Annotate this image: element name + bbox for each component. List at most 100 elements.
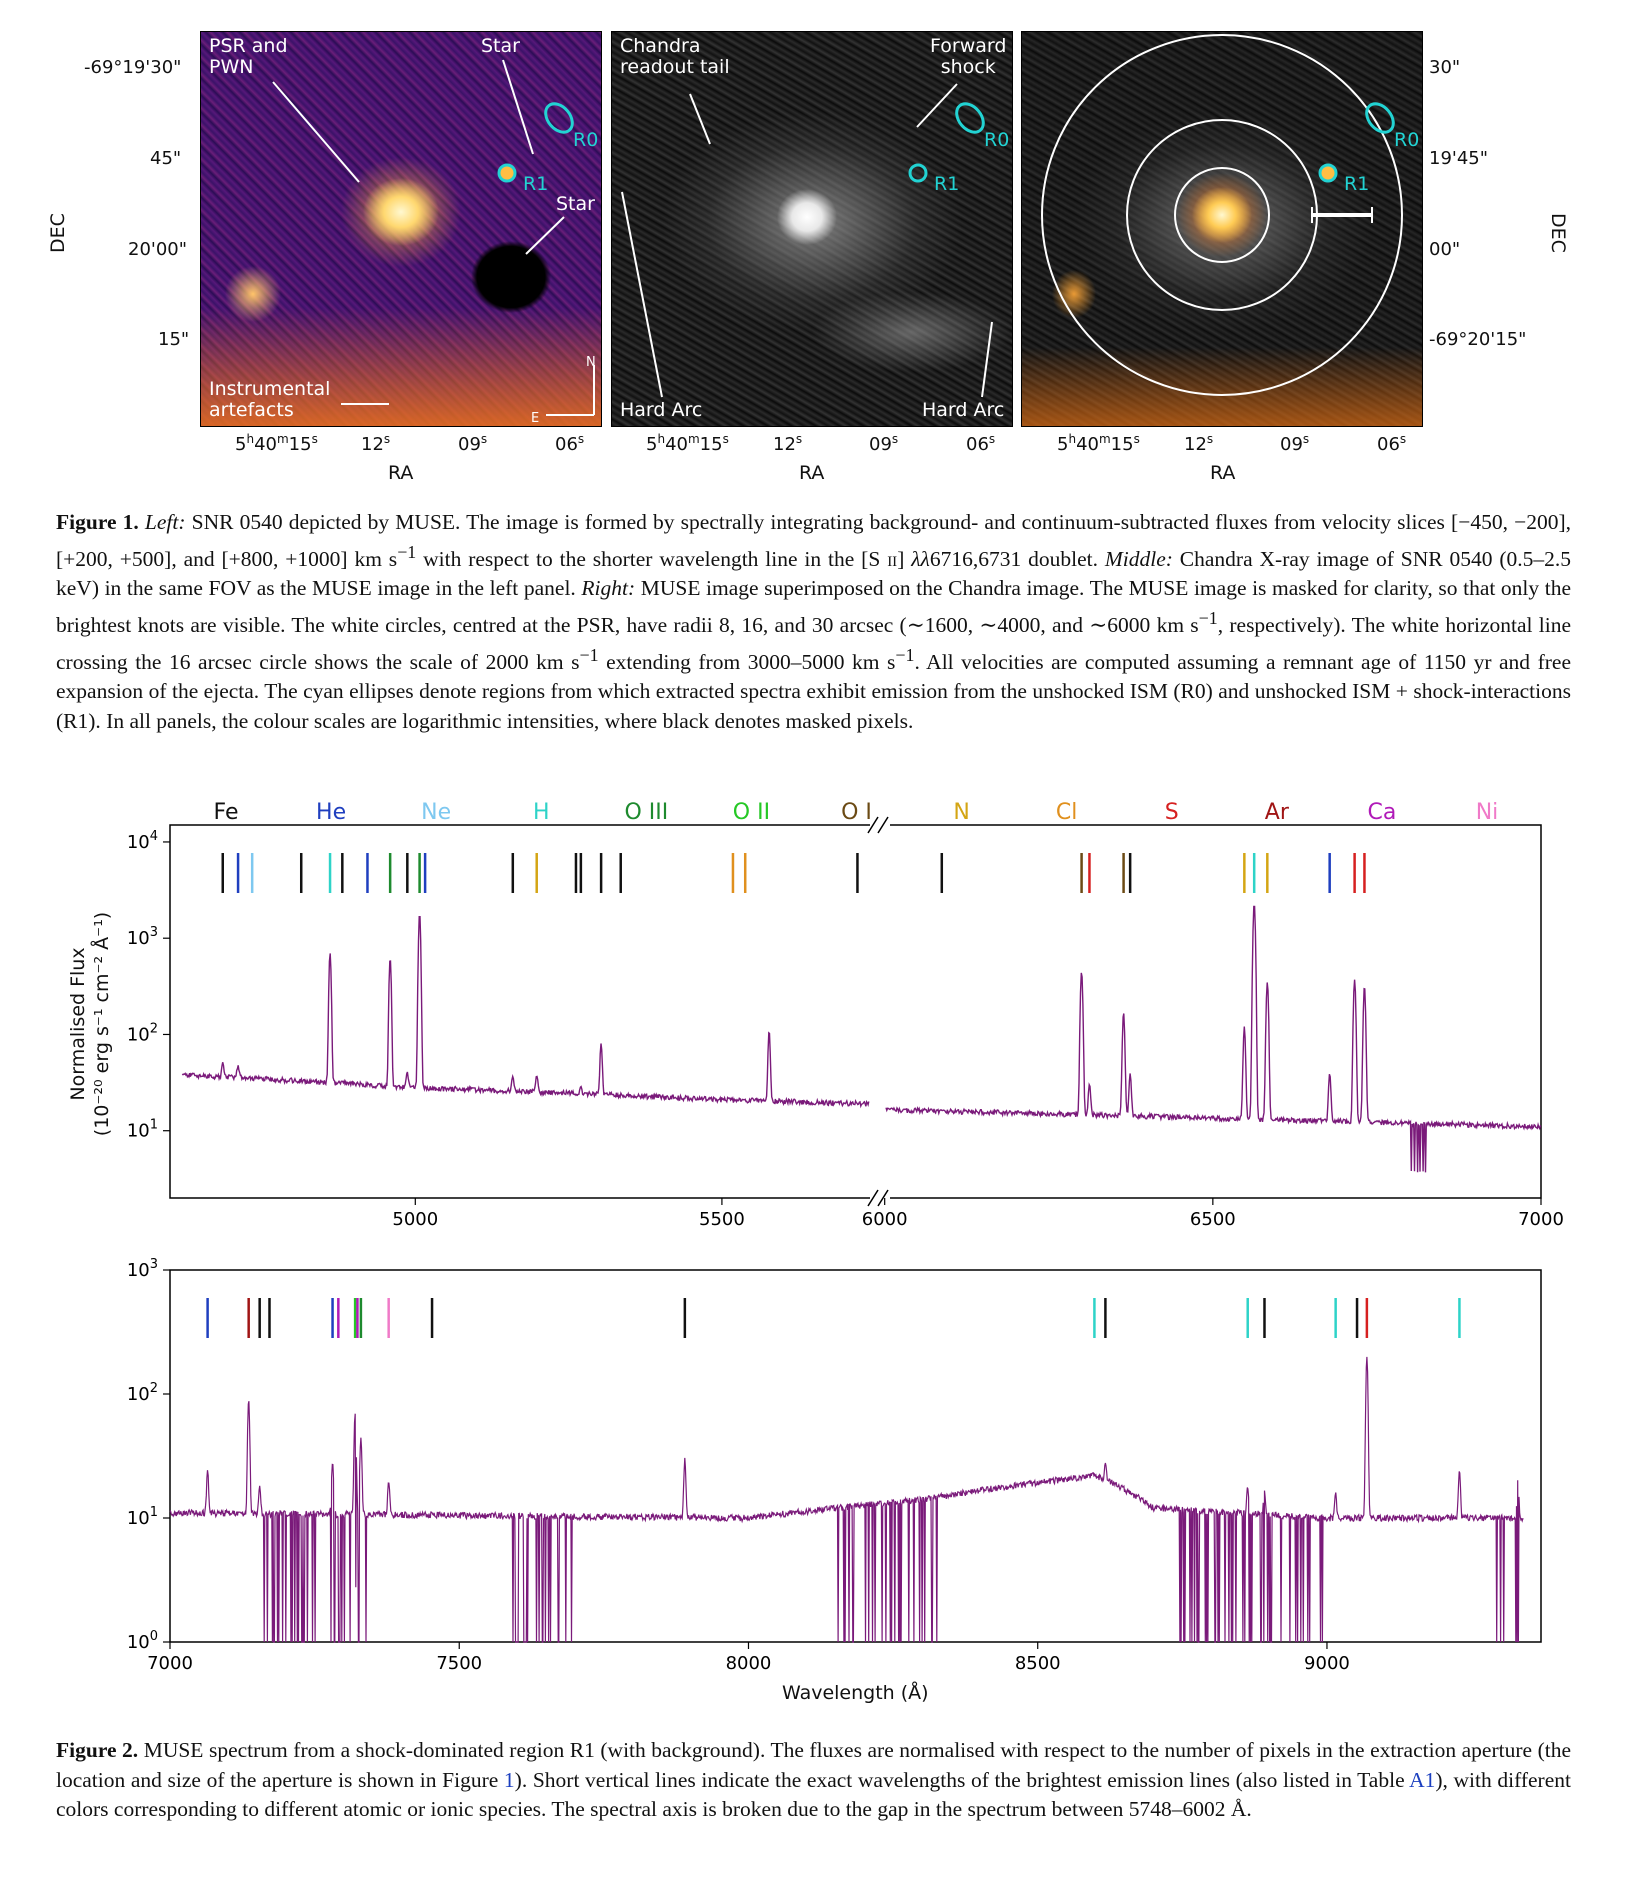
instr-label-line2: artefacts bbox=[209, 399, 294, 421]
arrow-forward-shock bbox=[916, 83, 958, 128]
x-tick-label: 5500 bbox=[699, 1209, 745, 1230]
muse-image-panel: PSR and PWN Star Star R0 R1 Instrumental… bbox=[200, 31, 602, 427]
spectrum-chart: 101 102 103 104 5000 5500 6000 6500 7000 Fe He Ne H O… bbox=[127, 800, 1564, 1674]
x-tick-label: 7000 bbox=[1518, 1209, 1564, 1230]
r0-ellipse-mid bbox=[955, 102, 985, 134]
compass-e: E bbox=[531, 411, 540, 426]
species-label-ni: Ni bbox=[1476, 800, 1499, 825]
figure-2-caption: Figure 2. MUSE spectrum from a shock-dom… bbox=[56, 1736, 1571, 1825]
species-label-ar: Ar bbox=[1265, 800, 1290, 825]
axis-break-mark bbox=[877, 1189, 889, 1207]
compass-n: N bbox=[586, 355, 596, 370]
caption-lambda: λλ bbox=[911, 546, 930, 571]
circle-8-arcsec bbox=[1174, 167, 1270, 263]
top-plot-frame bbox=[169, 824, 1542, 1199]
r1-ellipse-mid bbox=[908, 163, 928, 183]
figure-2-label: Figure 2. bbox=[56, 1738, 139, 1762]
r0-label-right: R0 bbox=[1394, 129, 1420, 151]
caption-right-head: Right: bbox=[581, 576, 636, 601]
panel-left-overlay bbox=[272, 59, 595, 416]
ra-axis-label-left: RA bbox=[388, 462, 414, 484]
r0-label: R0 bbox=[573, 129, 599, 151]
ra-tick: 5h40m15s bbox=[235, 432, 318, 455]
overlay-image-panel: R0 R1 bbox=[1021, 31, 1423, 427]
caption-right-text-d: . All velocities are computed assuming a… bbox=[56, 649, 1571, 734]
species-label-he: He bbox=[316, 800, 346, 825]
ra-tick: 09s bbox=[1280, 432, 1310, 455]
table-a1-link[interactable]: A1 bbox=[1409, 1767, 1436, 1792]
caption2-text-c: ), with different colors corresponding t… bbox=[56, 1767, 1571, 1822]
ra-tick: 06s bbox=[555, 432, 585, 455]
psr-label-line2: PWN bbox=[209, 56, 254, 78]
hard-arc-left-label: Hard Arc bbox=[620, 399, 703, 421]
figure-1-caption: Figure 1. Left: SNR 0540 depicted by MUS… bbox=[56, 508, 1571, 737]
instrumental-artefacts-label: Instrumental artefacts bbox=[209, 379, 330, 421]
dec-axis-label-right: DEC bbox=[1546, 213, 1569, 253]
ra-tick: 06s bbox=[1377, 432, 1407, 455]
species-label-ca: Ca bbox=[1367, 800, 1396, 825]
y-tick-label: 100 bbox=[127, 1629, 158, 1653]
dec-tick-left-3: 20'00" bbox=[128, 239, 188, 260]
caption-left-text-b: with respect to the shorter wavelength l… bbox=[416, 546, 888, 571]
caption-right-text: MUSE image superimposed on the Chandra i… bbox=[56, 576, 1571, 638]
caption-sup: −1 bbox=[397, 541, 417, 562]
ra-axis-label-middle: RA bbox=[799, 462, 825, 484]
spectrum-xlabel: Wavelength (Å) bbox=[782, 1682, 929, 1704]
forward-shock-label: Forward shock bbox=[930, 36, 1006, 78]
x-tick-label: 9000 bbox=[1304, 1653, 1350, 1674]
chandra-line1: Chandra bbox=[620, 35, 701, 57]
panel-right-overlay bbox=[1041, 34, 1403, 396]
y-tick-label: 101 bbox=[127, 1118, 158, 1142]
ra-tick: 5h40m15s bbox=[646, 432, 729, 455]
r1-label: R1 bbox=[523, 173, 549, 195]
forward-line1: Forward bbox=[930, 35, 1007, 57]
chandra-readout-label: Chandra readout tail bbox=[620, 36, 730, 78]
y-tick-label: 102 bbox=[127, 1381, 158, 1405]
species-label-h: H bbox=[533, 800, 550, 825]
dec-tick-right-1: 30" bbox=[1429, 57, 1461, 78]
ra-tick: 5h40m15s bbox=[1057, 432, 1140, 455]
axis-break-mark bbox=[867, 816, 879, 834]
arrow-psr bbox=[272, 81, 360, 183]
circle-30-arcsec bbox=[1041, 34, 1403, 396]
y-tick-label: 101 bbox=[127, 1505, 158, 1529]
ra-tick: 12s bbox=[773, 432, 803, 455]
caption-sup: −1 bbox=[895, 644, 915, 665]
x-tick-label: 8000 bbox=[726, 1653, 772, 1674]
psr-pwn-label: PSR and PWN bbox=[209, 36, 288, 78]
panel-middle-overlay bbox=[621, 83, 993, 398]
star-label-mid: Star bbox=[556, 193, 595, 215]
ra-tick: 06s bbox=[966, 432, 996, 455]
y-tick-label: 102 bbox=[127, 1021, 158, 1045]
bottom-plot-frame bbox=[169, 1269, 1542, 1643]
spectrum-series-bottom bbox=[169, 1356, 1524, 1643]
y-tick-label: 104 bbox=[127, 829, 158, 853]
dec-tick-right-2: 19'45" bbox=[1429, 148, 1489, 169]
axis-break-mark bbox=[877, 816, 889, 834]
x-tick-label: 8500 bbox=[1015, 1653, 1061, 1674]
caption-left-text-d: 6716,6731 doublet. bbox=[929, 546, 1105, 571]
arrow-star-mid bbox=[525, 216, 565, 255]
figure-1-link[interactable]: 1 bbox=[503, 1767, 515, 1792]
caption-sup: −1 bbox=[1198, 607, 1218, 628]
axis-break-mark bbox=[867, 1189, 879, 1207]
caption-roman-ii: ii bbox=[887, 546, 898, 571]
ra-tick: 09s bbox=[869, 432, 899, 455]
species-label-cl: Cl bbox=[1056, 800, 1077, 825]
dec-tick-right-4: -69°20'15" bbox=[1429, 329, 1527, 350]
psr-label-line1: PSR and bbox=[209, 35, 288, 57]
species-label-o-iii: O III bbox=[624, 800, 668, 825]
star-label-top: Star bbox=[481, 35, 520, 57]
r1-ellipse-right bbox=[1318, 163, 1338, 183]
caption-right-text-c: extending from 3000–5000 km s bbox=[598, 649, 896, 674]
chandra-line2: readout tail bbox=[620, 56, 730, 78]
ra-tick: 09s bbox=[458, 432, 488, 455]
x-tick-label: 7500 bbox=[436, 1653, 482, 1674]
dec-tick-left-4: 15" bbox=[158, 329, 190, 350]
dec-tick-right-3: 00" bbox=[1429, 239, 1461, 260]
species-label-s: S bbox=[1165, 800, 1179, 825]
ra-axis-label-right: RA bbox=[1210, 462, 1236, 484]
species-label-o-i: O I bbox=[841, 800, 872, 825]
x-tick-label: 6000 bbox=[862, 1209, 908, 1230]
spectrum-series-top-a bbox=[181, 916, 870, 1109]
